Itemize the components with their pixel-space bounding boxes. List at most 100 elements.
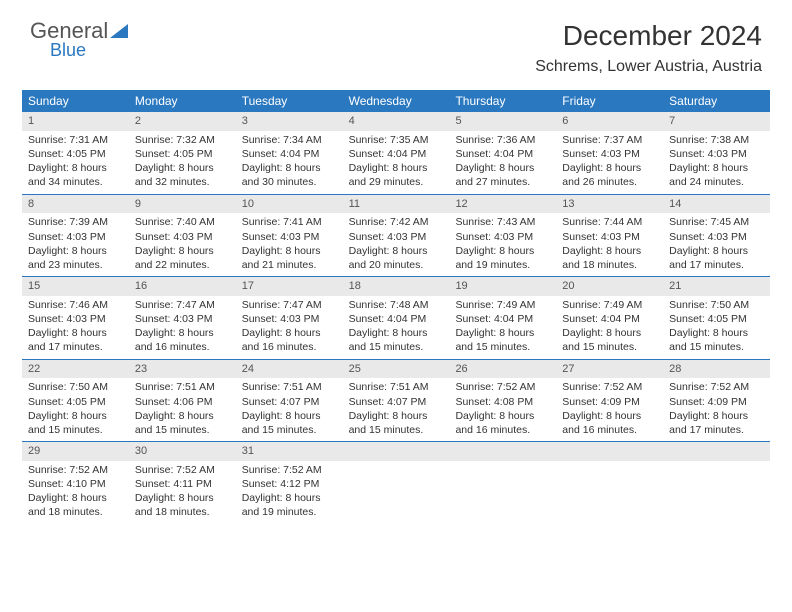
day-number: 4 [343,112,450,131]
day-number-empty: . [449,442,556,461]
calendar-day-cell: 11Sunrise: 7:42 AMSunset: 4:03 PMDayligh… [343,195,450,277]
day-details: Sunrise: 7:50 AMSunset: 4:05 PMDaylight:… [663,298,770,355]
calendar-day-cell: 7Sunrise: 7:38 AMSunset: 4:03 PMDaylight… [663,112,770,194]
calendar-week-row: 15Sunrise: 7:46 AMSunset: 4:03 PMDayligh… [22,277,770,360]
day-number: 5 [449,112,556,131]
day-details: Sunrise: 7:49 AMSunset: 4:04 PMDaylight:… [556,298,663,355]
day-details: Sunrise: 7:51 AMSunset: 4:06 PMDaylight:… [129,380,236,437]
day-number: 21 [663,277,770,296]
day-details: Sunrise: 7:52 AMSunset: 4:08 PMDaylight:… [449,380,556,437]
day-number: 10 [236,195,343,214]
day-details: Sunrise: 7:48 AMSunset: 4:04 PMDaylight:… [343,298,450,355]
calendar-week-row: 22Sunrise: 7:50 AMSunset: 4:05 PMDayligh… [22,360,770,443]
calendar-day-cell: 10Sunrise: 7:41 AMSunset: 4:03 PMDayligh… [236,195,343,277]
calendar-day-cell: 13Sunrise: 7:44 AMSunset: 4:03 PMDayligh… [556,195,663,277]
day-number: 24 [236,360,343,379]
day-number: 20 [556,277,663,296]
logo-triangle-icon [110,18,128,44]
weekday-header: Thursday [449,90,556,112]
day-number: 31 [236,442,343,461]
calendar-grid: Sunday Monday Tuesday Wednesday Thursday… [22,90,770,524]
day-number-empty: . [663,442,770,461]
day-details: Sunrise: 7:51 AMSunset: 4:07 PMDaylight:… [236,380,343,437]
weekday-header: Wednesday [343,90,450,112]
location-text: Schrems, Lower Austria, Austria [535,58,762,76]
calendar-day-cell: 22Sunrise: 7:50 AMSunset: 4:05 PMDayligh… [22,360,129,442]
day-number: 6 [556,112,663,131]
day-number: 14 [663,195,770,214]
day-number: 9 [129,195,236,214]
day-details: Sunrise: 7:39 AMSunset: 4:03 PMDaylight:… [22,215,129,272]
calendar-day-cell: 1Sunrise: 7:31 AMSunset: 4:05 PMDaylight… [22,112,129,194]
weekday-header: Friday [556,90,663,112]
day-details: Sunrise: 7:50 AMSunset: 4:05 PMDaylight:… [22,380,129,437]
day-number: 27 [556,360,663,379]
calendar-day-cell: 2 Sunrise: 7:32 AMSunset: 4:05 PMDaylight… [129,112,236,194]
calendar-day-cell: 19 Sunrise: 7:49 AMSunset: 4:04 PMDayligh… [449,277,556,359]
day-details: Sunrise: 7:47 AMSunset: 4:03 PMDaylight:… [129,298,236,355]
day-details: Sunrise: 7:31 AMSunset: 4:05 PMDaylight:… [22,133,129,190]
day-number: 17 [236,277,343,296]
weekday-header: Monday [129,90,236,112]
calendar-day-cell: 3 Sunrise: 7:34 AMSunset: 4:04 PMDaylight… [236,112,343,194]
day-number: 3 [236,112,343,131]
calendar-week-row: 1Sunrise: 7:31 AMSunset: 4:05 PMDaylight… [22,112,770,195]
calendar-day-cell: .. [663,442,770,524]
day-number: 11 [343,195,450,214]
day-details: Sunrise: 7:52 AMSunset: 4:11 PMDaylight:… [129,463,236,520]
day-number: 26 [449,360,556,379]
day-details: Sunrise: 7:51 AMSunset: 4:07 PMDaylight:… [343,380,450,437]
day-number: 2 [129,112,236,131]
day-details: Sunrise: 7:38 AMSunset: 4:03 PMDaylight:… [663,133,770,190]
day-number: 25 [343,360,450,379]
day-details: Sunrise: 7:44 AMSunset: 4:03 PMDaylight:… [556,215,663,272]
day-number: 15 [22,277,129,296]
calendar-day-cell: 14Sunrise: 7:45 AMSunset: 4:03 PMDayligh… [663,195,770,277]
day-details: Sunrise: 7:35 AMSunset: 4:04 PMDaylight:… [343,133,450,190]
day-number: 30 [129,442,236,461]
day-number: 13 [556,195,663,214]
day-details: Sunrise: 7:47 AMSunset: 4:03 PMDaylight:… [236,298,343,355]
calendar-day-cell: 20 Sunrise: 7:49 AMSunset: 4:04 PMDayligh… [556,277,663,359]
day-number: 22 [22,360,129,379]
calendar-day-cell: .. [343,442,450,524]
calendar-day-cell: 18 Sunrise: 7:48 AMSunset: 4:04 PMDayligh… [343,277,450,359]
calendar-day-cell: 23Sunrise: 7:51 AMSunset: 4:06 PMDayligh… [129,360,236,442]
day-number-empty: . [556,442,663,461]
day-number: 29 [22,442,129,461]
day-details: Sunrise: 7:34 AMSunset: 4:04 PMDaylight:… [236,133,343,190]
day-number: 18 [343,277,450,296]
day-number: 19 [449,277,556,296]
day-number-empty: . [343,442,450,461]
day-details: Sunrise: 7:32 AMSunset: 4:05 PMDaylight:… [129,133,236,190]
weekday-header: Saturday [663,90,770,112]
calendar-day-cell: 16 Sunrise: 7:47 AMSunset: 4:03 PMDayligh… [129,277,236,359]
day-number: 16 [129,277,236,296]
day-details: Sunrise: 7:49 AMSunset: 4:04 PMDaylight:… [449,298,556,355]
day-details: Sunrise: 7:52 AMSunset: 4:09 PMDaylight:… [556,380,663,437]
calendar-week-row: 29 Sunrise: 7:52 AMSunset: 4:10 PMDayligh… [22,442,770,524]
day-details: Sunrise: 7:42 AMSunset: 4:03 PMDaylight:… [343,215,450,272]
calendar-day-cell: .. [556,442,663,524]
day-details: Sunrise: 7:36 AMSunset: 4:04 PMDaylight:… [449,133,556,190]
day-details: Sunrise: 7:52 AMSunset: 4:10 PMDaylight:… [22,463,129,520]
calendar-day-cell: 6Sunrise: 7:37 AMSunset: 4:03 PMDaylight… [556,112,663,194]
calendar-day-cell: 17 Sunrise: 7:47 AMSunset: 4:03 PMDayligh… [236,277,343,359]
calendar-day-cell: 28Sunrise: 7:52 AMSunset: 4:09 PMDayligh… [663,360,770,442]
day-details: Sunrise: 7:43 AMSunset: 4:03 PMDaylight:… [449,215,556,272]
weekday-header-row: Sunday Monday Tuesday Wednesday Thursday… [22,90,770,112]
calendar-day-cell: 12Sunrise: 7:43 AMSunset: 4:03 PMDayligh… [449,195,556,277]
calendar-week-row: 8Sunrise: 7:39 AMSunset: 4:03 PMDaylight… [22,195,770,278]
day-number: 28 [663,360,770,379]
day-details: Sunrise: 7:40 AMSunset: 4:03 PMDaylight:… [129,215,236,272]
day-details: Sunrise: 7:52 AMSunset: 4:09 PMDaylight:… [663,380,770,437]
day-number: 12 [449,195,556,214]
day-details: Sunrise: 7:41 AMSunset: 4:03 PMDaylight:… [236,215,343,272]
day-number: 23 [129,360,236,379]
day-details: Sunrise: 7:45 AMSunset: 4:03 PMDaylight:… [663,215,770,272]
logo-text-blue: Blue [50,40,86,61]
calendar-day-cell: 26Sunrise: 7:52 AMSunset: 4:08 PMDayligh… [449,360,556,442]
calendar-day-cell: 29 Sunrise: 7:52 AMSunset: 4:10 PMDayligh… [22,442,129,524]
day-number: 8 [22,195,129,214]
calendar-day-cell: .. [449,442,556,524]
